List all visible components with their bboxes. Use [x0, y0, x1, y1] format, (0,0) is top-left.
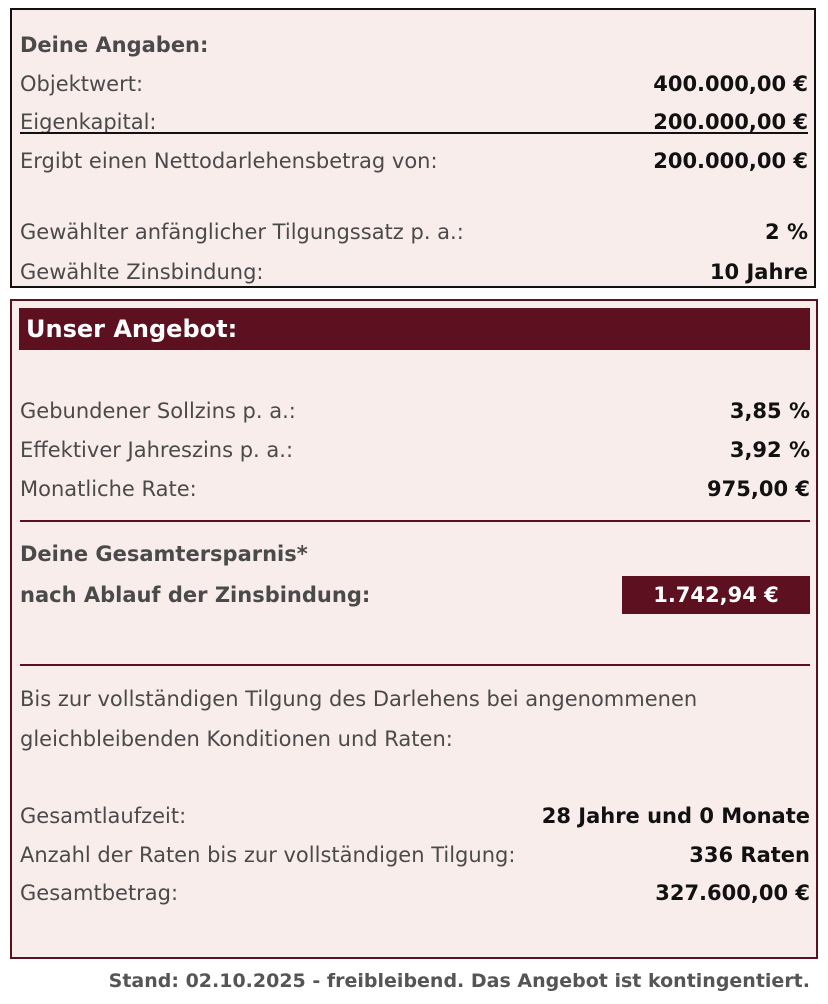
input-summary-panel: Deine Angaben: Objektwert: 400.000,00 € … [10, 8, 816, 288]
net-loan-value: 200.000,00 € [653, 149, 808, 173]
total-duration-label: Gesamtlaufzeit: [20, 804, 187, 828]
nominal-rate-value: 3,85 % [729, 399, 810, 423]
fixed-rate-period-label: Gewählte Zinsbindung: [20, 260, 264, 284]
divider-2 [20, 664, 810, 666]
installment-count-value: 336 Raten [689, 843, 810, 867]
savings-title: Deine Gesamtersparnis* [20, 542, 308, 566]
divider-1 [20, 520, 810, 522]
installment-count-label: Anzahl der Raten bis zur vollständigen T… [20, 843, 516, 867]
equity-value: 200.000,00 € [653, 110, 808, 134]
effective-rate-row: Effektiver Jahreszins p. a.: 3,92 % [20, 435, 810, 465]
fixed-rate-period-value: 10 Jahre [709, 260, 808, 284]
fixed-rate-period-row: Gewählte Zinsbindung: 10 Jahre [20, 257, 808, 287]
offer-heading: Unser Angebot: [19, 308, 810, 350]
nominal-rate-label: Gebundener Sollzins p. a.: [20, 399, 296, 423]
total-duration-value: 28 Jahre und 0 Monate [541, 804, 810, 828]
total-amount-row: Gesamtbetrag: 327.600,00 € [20, 878, 810, 908]
equity-row: Eigenkapital: 200.000,00 € [20, 107, 808, 137]
monthly-rate-label: Monatliche Rate: [20, 477, 197, 501]
nominal-rate-row: Gebundener Sollzins p. a.: 3,85 % [20, 396, 810, 426]
effective-rate-value: 3,92 % [729, 438, 810, 462]
repayment-note: Bis zur vollständigen Tilgung des Darleh… [20, 687, 698, 751]
net-loan-row: Ergibt einen Nettodarlehensbetrag von: 2… [20, 146, 808, 176]
equity-label: Eigenkapital: [20, 110, 157, 134]
total-amount-value: 327.600,00 € [655, 881, 810, 905]
offer-panel: Unser Angebot: Gebundener Sollzins p. a.… [10, 299, 818, 959]
input-heading-row: Deine Angaben: [20, 30, 808, 60]
monthly-rate-value: 975,00 € [707, 477, 810, 501]
monthly-rate-row: Monatliche Rate: 975,00 € [20, 474, 810, 504]
total-amount-label: Gesamtbetrag: [20, 881, 179, 905]
repayment-rate-row: Gewählter anfänglicher Tilgungssatz p. a… [20, 217, 808, 247]
savings-row: nach Ablauf der Zinsbindung: 1.742,94 € [20, 575, 810, 615]
object-value: 400.000,00 € [653, 72, 808, 96]
object-value-label: Objektwert: [20, 72, 144, 96]
footer-disclaimer: Stand: 02.10.2025 - freibleibend. Das An… [108, 970, 810, 992]
net-loan-label: Ergibt einen Nettodarlehensbetrag von: [20, 149, 438, 173]
repayment-rate-label: Gewählter anfänglicher Tilgungssatz p. a… [20, 220, 464, 244]
savings-title-row: Deine Gesamtersparnis* [20, 539, 810, 569]
savings-value-badge: 1.742,94 € [622, 576, 810, 614]
installment-count-row: Anzahl der Raten bis zur vollständigen T… [20, 840, 810, 870]
object-value-row: Objektwert: 400.000,00 € [20, 69, 808, 99]
effective-rate-label: Effektiver Jahreszins p. a.: [20, 438, 294, 462]
input-heading: Deine Angaben: [20, 33, 209, 57]
savings-label: nach Ablauf der Zinsbindung: [20, 583, 371, 607]
repayment-rate-value: 2 % [765, 220, 808, 244]
sum-divider [20, 132, 808, 134]
total-duration-row: Gesamtlaufzeit: 28 Jahre und 0 Monate [20, 801, 810, 831]
